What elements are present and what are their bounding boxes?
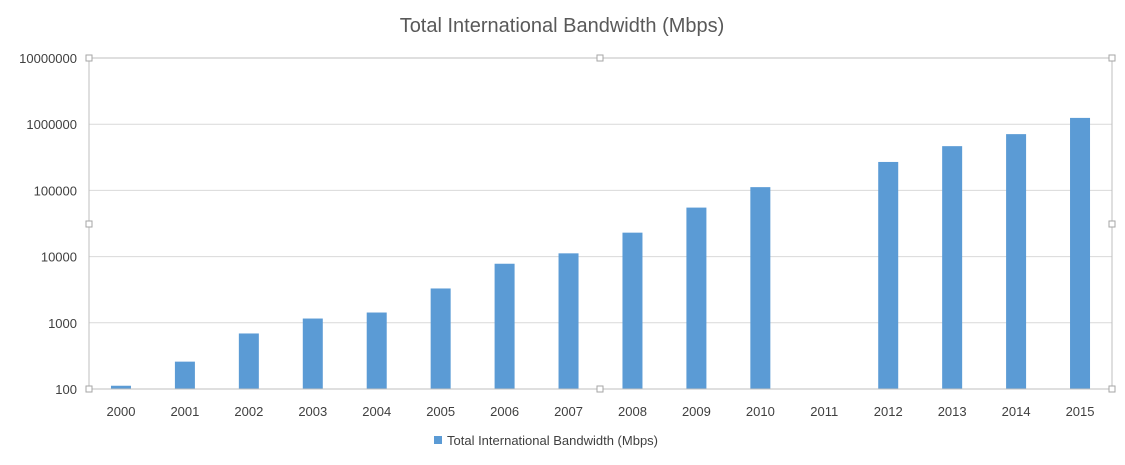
bar-2007 bbox=[558, 253, 579, 389]
x-tick-label: 2005 bbox=[426, 404, 455, 419]
bar-2001 bbox=[174, 361, 195, 389]
bar-2008 bbox=[622, 232, 643, 389]
bar-2005 bbox=[430, 288, 451, 389]
bar-2003 bbox=[302, 318, 323, 389]
x-tick-label: 2009 bbox=[682, 404, 711, 419]
bar-2004 bbox=[366, 312, 387, 389]
x-tick-label: 2004 bbox=[362, 404, 391, 419]
bar-2015 bbox=[1070, 117, 1091, 390]
bar-2010 bbox=[750, 187, 771, 389]
legend: Total International Bandwidth (Mbps) bbox=[434, 433, 658, 448]
x-tick-label: 2003 bbox=[298, 404, 327, 419]
x-tick-label: 2013 bbox=[938, 404, 967, 419]
y-tick-label: 100000 bbox=[34, 183, 77, 198]
y-tick-label: 1000000 bbox=[26, 117, 77, 132]
x-tick-label: 2011 bbox=[810, 404, 838, 419]
bar-2009 bbox=[686, 207, 707, 389]
bar-2002 bbox=[238, 333, 259, 389]
selection-handles[interactable] bbox=[85, 54, 1116, 393]
y-axis-ticks: 100 1000 10000 100000 1000000 10000000 bbox=[19, 51, 77, 397]
x-tick-label: 2007 bbox=[554, 404, 583, 419]
y-tick-label: 100 bbox=[55, 382, 77, 397]
x-tick-label: 2014 bbox=[1002, 404, 1031, 419]
chart-title: Total International Bandwidth (Mbps) bbox=[400, 15, 725, 37]
x-tick-label: 2008 bbox=[618, 404, 647, 419]
legend-label: Total International Bandwidth (Mbps) bbox=[447, 433, 658, 448]
bar-2013 bbox=[942, 146, 963, 389]
x-tick-label: 2000 bbox=[107, 404, 136, 419]
x-tick-label: 2002 bbox=[234, 404, 263, 419]
y-tick-label: 1000 bbox=[48, 316, 77, 331]
bar-2012 bbox=[878, 161, 899, 389]
y-tick-label: 10000 bbox=[41, 250, 77, 265]
bars bbox=[110, 117, 1091, 390]
bar-2000 bbox=[110, 385, 131, 389]
x-tick-label: 2006 bbox=[490, 404, 519, 419]
x-tick-label: 2012 bbox=[874, 404, 903, 419]
x-tick-label: 2001 bbox=[170, 404, 199, 419]
x-axis-ticks: 2000 2001 2002 2003 2004 2005 2006 2007 2008 2009… bbox=[107, 404, 1095, 419]
x-tick-label: 2015 bbox=[1066, 404, 1095, 419]
y-tick-label: 10000000 bbox=[19, 51, 77, 66]
x-tick-label: 2010 bbox=[746, 404, 775, 419]
bar-2006 bbox=[494, 263, 515, 389]
legend-swatch bbox=[434, 436, 442, 444]
bar-2014 bbox=[1006, 134, 1027, 389]
